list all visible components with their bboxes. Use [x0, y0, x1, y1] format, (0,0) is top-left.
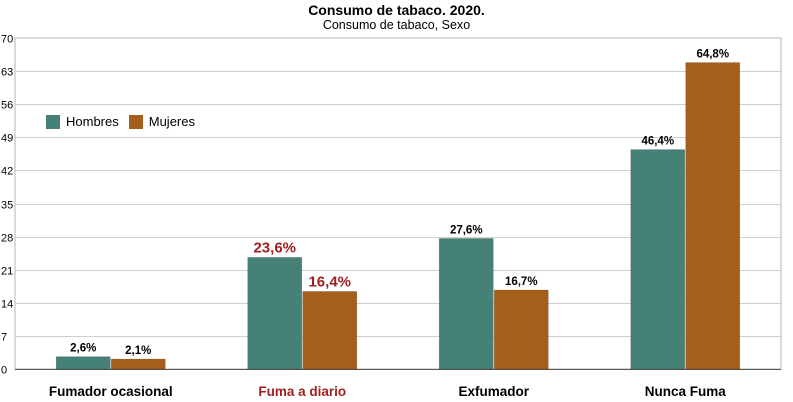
data-label: 23,6%	[253, 239, 296, 256]
bar-mujeres	[110, 358, 166, 370]
y-tick-label: 7	[1, 332, 7, 344]
x-category-label: Nunca Fuma	[645, 384, 727, 399]
bar-mujeres	[493, 289, 549, 370]
y-tick-label: 56	[1, 100, 13, 112]
y-tick-label: 42	[1, 166, 13, 178]
y-tick-label: 70	[1, 34, 13, 46]
y-tick-label: 14	[1, 299, 13, 311]
legend-swatch-mujeres	[128, 114, 143, 129]
x-category-label: Fumador ocasional	[49, 384, 173, 399]
data-label: 2,1%	[125, 345, 151, 357]
data-label: 27,6%	[450, 224, 483, 236]
y-tick-label: 0	[1, 365, 7, 377]
legend: Hombres Mujeres	[46, 114, 205, 129]
y-tick-label: 63	[1, 67, 13, 79]
chart-title: Consumo de tabaco. 2020.	[308, 2, 485, 18]
legend-label-hombres: Hombres	[66, 114, 119, 129]
data-label: 2,6%	[70, 343, 96, 355]
chart-subtitle: Consumo de tabaco, Sexo	[322, 18, 471, 32]
bar-hombres	[630, 149, 686, 370]
data-label: 64,8%	[696, 49, 729, 61]
legend-swatch-hombres	[46, 114, 60, 129]
x-category-label: Exfumador	[458, 384, 529, 399]
bar-hombres	[247, 257, 303, 370]
legend-label-mujeres: Mujeres	[148, 114, 195, 129]
bar-mujeres	[302, 291, 358, 370]
y-tick-label: 35	[1, 200, 13, 212]
data-label: 16,4%	[308, 273, 351, 290]
data-label: 46,4%	[641, 136, 674, 148]
y-tick-label: 49	[1, 133, 13, 145]
bar-mujeres	[685, 62, 741, 370]
x-category-label: Fuma a diario	[258, 384, 346, 399]
bar-hombres	[438, 238, 494, 370]
data-label: 16,7%	[505, 276, 538, 288]
y-tick-label: 21	[1, 266, 13, 278]
y-tick-label: 28	[1, 233, 13, 245]
bar-hombres	[55, 356, 111, 370]
